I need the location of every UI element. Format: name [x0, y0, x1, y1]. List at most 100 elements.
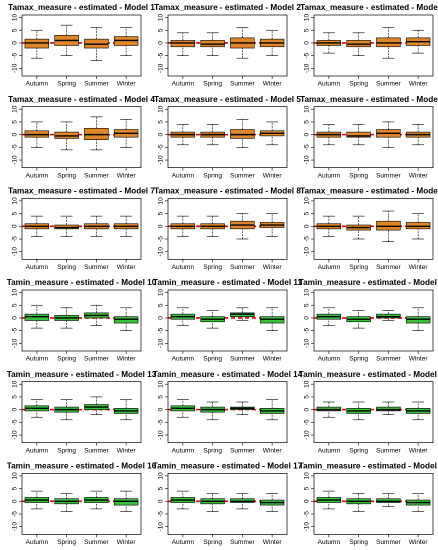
x-tick-label: Autumn	[172, 447, 195, 454]
y-tick-label: -5	[304, 327, 311, 333]
x-tick-label: Autumn	[318, 264, 341, 271]
panel: Tamax_measure - estimated - Model 1 10 5 0 -…	[8, 3, 155, 88]
x-tick-label: Summer	[376, 447, 401, 454]
y-tick-label: 0	[12, 407, 19, 411]
x-tick-label: Winter	[409, 264, 429, 271]
y-tick-label: 5	[12, 303, 19, 307]
y-tick-label: 0	[304, 132, 311, 136]
y-tick-label: -5	[304, 52, 311, 58]
chart-title: Tamax_measure - estimated - Model 7	[8, 187, 155, 196]
plot-frame	[167, 197, 288, 260]
x-tick-label: Summer	[376, 81, 401, 88]
plot-frame	[313, 472, 434, 535]
y-tick-label: -5	[304, 419, 311, 425]
x-tick-label: Spring	[349, 172, 368, 179]
y-tick-label: 0	[304, 41, 311, 45]
y-tick-label: -10	[158, 430, 165, 440]
x-tick-label: Spring	[57, 264, 76, 271]
plot-frame	[21, 197, 142, 260]
y-tick-label: 0	[12, 132, 19, 136]
y-tick-label: 0	[12, 316, 19, 320]
x-tick-label: Summer	[376, 172, 401, 179]
x-tick-label: Winter	[117, 81, 137, 88]
y-tick-label: 0	[158, 41, 165, 45]
x-tick-label: Winter	[409, 539, 429, 546]
y-tick-label: 0	[12, 41, 19, 45]
panel: Tamax_measure - estimated - Model 610 5 0 -…	[300, 95, 438, 180]
chart-title: Tamin_measure - estimated - Model 11	[153, 278, 303, 287]
panel: Tamax_measure - estimated - Model 710 5 0 -…	[8, 187, 155, 272]
y-tick-label: -10	[304, 430, 311, 440]
y-tick-label: 5	[12, 486, 19, 490]
plot-frame	[313, 14, 434, 77]
y-tick-label: 5	[12, 395, 19, 399]
chart-title: Tamin_measure - estimated - Model 15	[299, 370, 438, 379]
x-tick-label: Summer	[84, 539, 109, 546]
x-tick-label: Summer	[84, 447, 109, 454]
y-tick-label: 0	[304, 316, 311, 320]
x-tick-label: Spring	[203, 356, 222, 363]
y-tick-label: 5	[158, 303, 165, 307]
panel: Tamax_measure - estimated - Model 810 5 0 -…	[154, 187, 301, 272]
y-tick-label: 10	[158, 14, 165, 22]
y-tick-label: 10	[12, 472, 19, 480]
x-tick-label: Autumn	[172, 539, 195, 546]
x-tick-label: Winter	[263, 264, 283, 271]
x-tick-label: Autumn	[318, 172, 341, 179]
panel: Tamax_measure - estimated - Model 510 5 0 -…	[154, 95, 301, 180]
x-tick-label: Winter	[263, 447, 283, 454]
x-tick-label: Winter	[117, 264, 137, 271]
y-tick-label: -5	[158, 52, 165, 58]
x-tick-label: Spring	[203, 447, 222, 454]
y-tick-label: 0	[304, 407, 311, 411]
chart-title: Tamin_measure - estimated - Model 16	[7, 462, 157, 471]
x-tick-label: Spring	[203, 81, 222, 88]
plot-frame	[313, 289, 434, 352]
x-tick-label: Summer	[84, 264, 109, 271]
x-tick-label: Spring	[349, 81, 368, 88]
y-tick-label: 0	[304, 224, 311, 228]
y-tick-label: 5	[304, 28, 311, 32]
chart-title: Tamax_measure - estimated - Model 4	[8, 95, 155, 104]
plot-frame	[167, 472, 288, 535]
plot-frame	[313, 197, 434, 260]
y-tick-label: 5	[158, 486, 165, 490]
y-tick-label: -10	[12, 338, 19, 348]
y-tick-label: -10	[12, 522, 19, 532]
y-tick-label: -10	[158, 522, 165, 532]
x-tick-label: Summer	[230, 447, 255, 454]
y-tick-label: 5	[304, 120, 311, 124]
plot-frame	[313, 106, 434, 169]
chart-title: Tamax_measure - estimated - Model 2	[154, 3, 301, 12]
x-tick-label: Summer	[84, 356, 109, 363]
y-tick-label: -10	[304, 63, 311, 73]
x-tick-label: Spring	[57, 172, 76, 179]
x-tick-label: Autumn	[26, 264, 49, 271]
x-tick-label: Winter	[409, 81, 429, 88]
panel: Tamax_measure - estimated - Model 2 10 5 0 -…	[154, 3, 301, 88]
y-tick-label: -5	[158, 144, 165, 150]
y-tick-label: -5	[12, 419, 19, 425]
y-tick-label: 0	[158, 407, 165, 411]
x-tick-label: Winter	[409, 447, 429, 454]
y-tick-label: 5	[304, 211, 311, 215]
y-tick-label: -5	[304, 511, 311, 517]
box	[346, 131, 371, 138]
x-tick-label: Winter	[263, 539, 283, 546]
y-tick-label: -10	[158, 338, 165, 348]
y-tick-label: 10	[158, 197, 165, 205]
plot-frame	[167, 14, 288, 77]
plot-frame	[21, 106, 142, 169]
x-tick-label: Winter	[263, 81, 283, 88]
x-tick-label: Autumn	[26, 539, 49, 546]
y-tick-label: 5	[304, 395, 311, 399]
plot-frame	[21, 472, 142, 535]
y-tick-label: 0	[12, 499, 19, 503]
x-tick-label: Autumn	[318, 81, 341, 88]
x-tick-label: Summer	[230, 172, 255, 179]
plot-frame	[21, 289, 142, 352]
x-tick-label: Summer	[84, 172, 109, 179]
y-tick-label: -5	[158, 236, 165, 242]
